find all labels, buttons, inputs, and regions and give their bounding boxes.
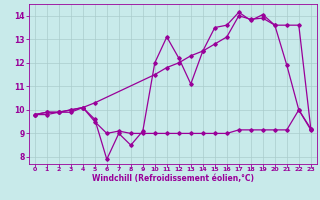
X-axis label: Windchill (Refroidissement éolien,°C): Windchill (Refroidissement éolien,°C) [92, 174, 254, 183]
